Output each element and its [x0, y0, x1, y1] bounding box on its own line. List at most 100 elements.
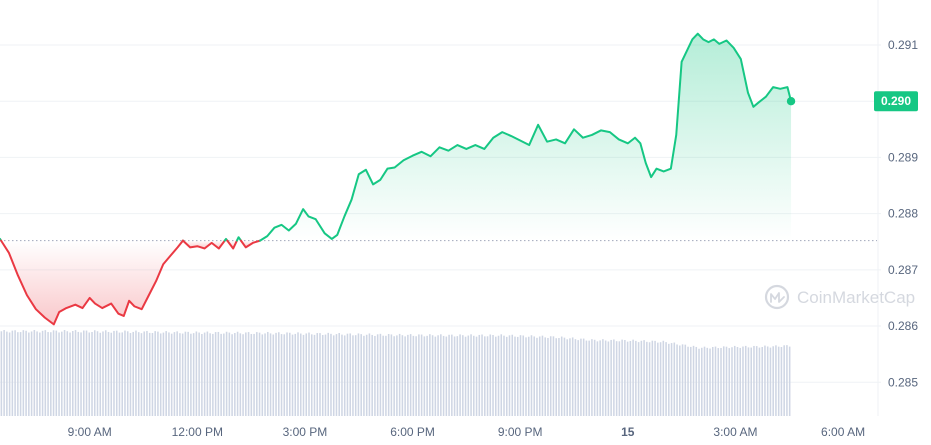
volume-bar	[107, 331, 110, 416]
volume-bar	[195, 331, 198, 416]
volume-bar	[294, 333, 297, 416]
volume-bar	[170, 333, 173, 416]
volume-bar	[124, 330, 126, 416]
volume-bar	[744, 345, 747, 416]
volume-bar	[6, 331, 8, 416]
volume-bar	[747, 347, 750, 416]
volume-bar	[462, 335, 464, 416]
volume-bar	[497, 335, 500, 416]
volume-bar	[536, 337, 538, 416]
coinmarketcap-watermark: CoinMarketCap	[764, 284, 915, 310]
volume-bar	[475, 336, 478, 416]
volume-bar	[316, 333, 319, 416]
volume-bar	[77, 331, 80, 416]
volume-bar	[505, 336, 508, 416]
volume-bar	[242, 334, 244, 416]
volume-bar	[618, 341, 621, 416]
volume-bar	[470, 334, 472, 416]
volume-bar	[511, 334, 514, 416]
volume-bar	[44, 330, 47, 416]
volume-bar	[104, 330, 107, 416]
volume-bar	[519, 335, 522, 416]
volume-bar	[239, 333, 242, 416]
volume-bar	[69, 332, 71, 416]
volume-bar	[85, 330, 88, 416]
volume-bar	[648, 342, 651, 416]
volume-bar	[379, 333, 382, 416]
volume-bar	[55, 330, 58, 416]
volume-bar	[137, 332, 140, 416]
volume-bar	[673, 342, 676, 416]
volume-bar	[610, 339, 612, 416]
volume-bar	[459, 334, 461, 416]
volume-bar	[223, 333, 225, 416]
volume-bar	[555, 338, 557, 416]
volume-bar	[527, 336, 530, 416]
volume-bar	[330, 333, 332, 416]
volume-bar	[604, 340, 607, 416]
volume-bar	[52, 330, 55, 416]
price-line-down	[226, 239, 238, 250]
volume-bar	[558, 337, 560, 416]
x-axis-ticks: 9:00 AM 12:00 PM 3:00 PM 6:00 PM 9:00 PM 15 3:…	[68, 425, 865, 439]
volume-bar	[360, 334, 362, 416]
volume-bar	[420, 334, 423, 416]
volume-bar	[508, 335, 511, 416]
volume-bar	[783, 345, 785, 416]
volume-bar	[269, 333, 272, 416]
volume-bar	[451, 334, 453, 416]
volume-bar	[143, 331, 145, 416]
current-price-badge	[874, 91, 918, 112]
volume-bar	[456, 336, 459, 416]
volume-bar	[387, 334, 390, 416]
volume-bar	[146, 330, 148, 416]
volume-bar	[280, 334, 283, 416]
y-tick-label: 0.287	[888, 263, 918, 277]
volume-bar	[99, 332, 102, 416]
volume-bar	[621, 339, 623, 416]
volume-bar	[36, 331, 38, 416]
volume-bar	[717, 348, 720, 416]
volume-bar	[321, 334, 324, 416]
volume-bar	[308, 332, 310, 416]
volume-bar	[753, 345, 755, 416]
volume-bar	[126, 331, 129, 416]
volume-bar	[679, 345, 681, 416]
volume-bar	[484, 336, 486, 416]
volume-bar	[264, 333, 266, 416]
volume-bar	[132, 331, 134, 416]
volume-bar	[234, 333, 236, 416]
volume-bar	[338, 332, 340, 416]
volume-bar	[544, 337, 546, 416]
volume-bar	[278, 332, 280, 416]
volume-bar	[368, 333, 371, 416]
volume-bar	[643, 340, 645, 416]
current-price-marker[interactable]: 0.290	[786, 91, 918, 112]
volume-bar	[434, 336, 437, 416]
volume-bar	[758, 347, 761, 416]
volume-bar	[651, 340, 654, 416]
volume-bar	[703, 346, 706, 416]
volume-bar	[662, 340, 665, 416]
volume-bar	[327, 332, 330, 416]
volume-bar	[11, 330, 14, 416]
volume-bar	[486, 336, 489, 416]
volume-bar	[739, 347, 742, 416]
volume-bar	[374, 335, 376, 416]
volume-bar	[209, 333, 211, 416]
volume-bar	[17, 332, 19, 416]
price-line-down	[239, 239, 262, 249]
x-tick-label: 3:00 AM	[713, 425, 757, 439]
volume-bar	[343, 335, 346, 416]
volume-bar	[516, 336, 519, 416]
volume-bar	[404, 336, 406, 416]
volume-bar	[500, 334, 503, 416]
volume-bar	[409, 334, 412, 416]
volume-bar	[393, 336, 395, 416]
volume-bar	[764, 345, 766, 416]
y-tick-label: 0.288	[888, 207, 918, 221]
volume-bar	[530, 335, 533, 416]
volume-bar	[19, 332, 22, 416]
